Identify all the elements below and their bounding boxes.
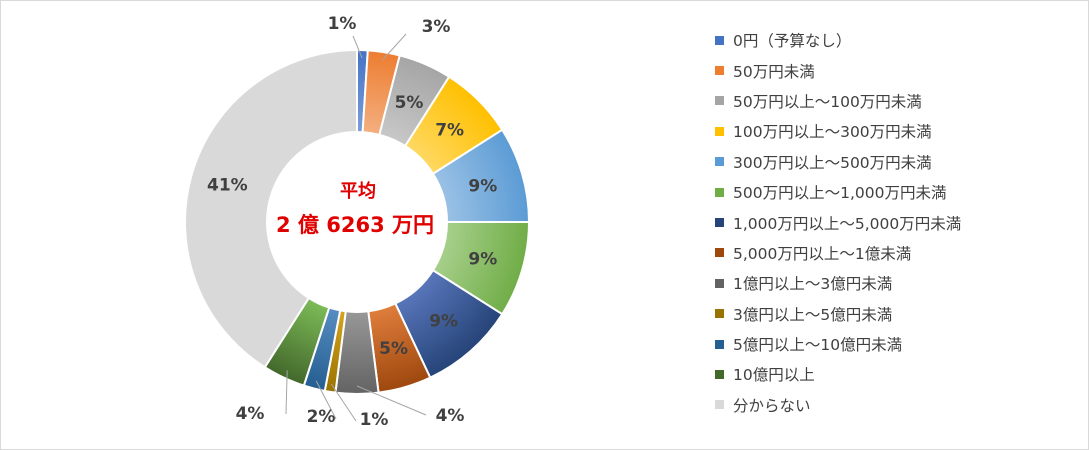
legend-swatch <box>715 35 724 45</box>
legend-item: 500万円以上～1,000万円未満 <box>715 177 1085 207</box>
legend-swatch <box>715 248 724 258</box>
legend-swatch <box>715 66 724 76</box>
legend-swatch <box>715 309 724 319</box>
legend-swatch <box>715 369 724 379</box>
legend-swatch <box>715 278 724 288</box>
data-label: 4% <box>436 406 465 426</box>
legend-item: 10億円以上 <box>715 359 1085 389</box>
center-label-line1: 平均 <box>340 180 376 202</box>
data-label: 1% <box>328 14 357 34</box>
leader-line <box>352 35 363 59</box>
legend-label: 100万円以上～300万円未満 <box>733 123 932 142</box>
legend-item: 1,000万円以上～5,000万円未満 <box>715 207 1085 237</box>
donut-chart: 1% 3% 5% 7% 9% 9% 9% 5% 4% 1% 2% 4% 41% 平均 2 億 6263 … <box>184 14 531 430</box>
legend-item: 50万円以上～100万円未満 <box>715 86 1085 116</box>
legend-item: 5億円以上～10億円未満 <box>715 329 1085 359</box>
legend-swatch <box>715 157 724 167</box>
legend-item: 5,000万円以上～1億未満 <box>715 238 1085 268</box>
data-label: 5% <box>379 339 408 359</box>
legend-label: 1億円以上～3億円未満 <box>733 275 893 294</box>
leader-line <box>315 380 337 420</box>
legend-swatch <box>715 96 724 106</box>
legend-swatch <box>715 187 724 197</box>
legend-label: 0円（予算なし） <box>733 32 852 51</box>
leader-line <box>356 385 427 416</box>
data-label: 1% <box>360 410 389 430</box>
data-label: 3% <box>422 17 451 37</box>
data-label: 9% <box>468 176 497 196</box>
legend-label: 5,000万円以上～1億未満 <box>733 244 912 263</box>
legend-item: 300万円以上～500万円未満 <box>715 147 1085 177</box>
legend-swatch <box>715 400 724 410</box>
leader-line <box>330 383 357 422</box>
data-label: 9% <box>468 250 497 270</box>
legend-item: 分からない <box>715 390 1085 420</box>
legend-item: 100万円以上～300万円未満 <box>715 116 1085 146</box>
legend-label: 10億円以上 <box>733 366 815 385</box>
legend-swatch <box>715 126 724 136</box>
legend-label: 分からない <box>733 396 811 415</box>
center-label-line2: 2 億 6263 万円 <box>276 213 434 237</box>
legend-item: 50万円未満 <box>715 55 1085 85</box>
legend-label: 300万円以上～500万円未満 <box>733 153 932 172</box>
legend-label: 3億円以上～5億円未満 <box>733 305 893 324</box>
leader-line <box>382 33 407 61</box>
data-label: 7% <box>435 120 464 140</box>
legend-swatch <box>715 339 724 349</box>
data-label: 41% <box>207 175 248 195</box>
legend: 0円（予算なし） 50万円未満 50万円以上～100万円未満 100万円以上～300万… <box>715 25 1085 420</box>
data-label: 4% <box>236 404 265 424</box>
donut-slice <box>184 48 358 369</box>
legend-item: 3億円以上～5億円未満 <box>715 299 1085 329</box>
legend-swatch <box>715 218 724 228</box>
legend-item: 1億円以上～3億円未満 <box>715 268 1085 298</box>
data-label: 9% <box>429 311 458 331</box>
legend-label: 500万円以上～1,000万円未満 <box>733 184 947 203</box>
legend-label: 50万円未満 <box>733 62 815 81</box>
data-label: 2% <box>307 407 336 427</box>
leader-line <box>285 370 288 415</box>
data-label: 5% <box>395 93 424 113</box>
legend-label: 50万円以上～100万円未満 <box>733 92 922 111</box>
legend-item: 0円（予算なし） <box>715 25 1085 55</box>
legend-label: 5億円以上～10億円未満 <box>733 336 903 355</box>
legend-label: 1,000万円以上～5,000万円未満 <box>733 214 962 233</box>
